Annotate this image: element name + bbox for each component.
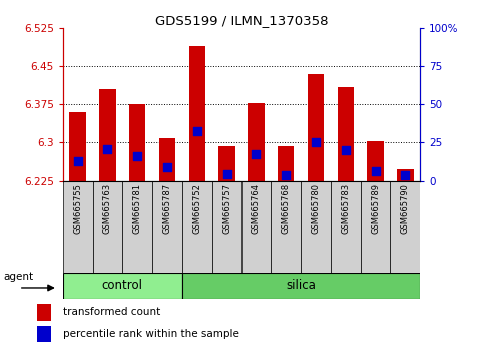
Bar [99,89,115,181]
Point [312,140,320,145]
Text: GSM665752: GSM665752 [192,183,201,234]
Bar [70,112,86,181]
Point [282,173,290,178]
Point [401,173,409,178]
Bar [390,181,420,273]
Text: GSM665764: GSM665764 [252,183,261,234]
Bar [129,104,145,181]
Text: GSM665768: GSM665768 [282,183,291,234]
Bar [271,181,301,273]
Bar [212,181,242,273]
Text: GSM665783: GSM665783 [341,183,350,234]
Text: GSM665790: GSM665790 [401,183,410,234]
Bar [37,326,51,342]
Bar [152,181,182,273]
Bar [218,146,235,181]
Bar [37,304,51,320]
Bar [242,181,271,273]
Point [74,159,82,164]
Point [342,147,350,153]
Bar [368,141,384,181]
Point [104,146,112,152]
Bar [361,181,390,273]
Bar [189,46,205,181]
Bar [308,74,324,181]
Text: GSM665781: GSM665781 [133,183,142,234]
Bar [63,181,93,273]
Bar [159,138,175,181]
Text: transformed count: transformed count [63,307,160,318]
Bar [93,181,122,273]
Text: control: control [102,279,143,292]
Bar [331,181,361,273]
Bar [338,87,354,181]
Bar [182,181,212,273]
Text: GSM665780: GSM665780 [312,183,320,234]
Bar [248,103,265,181]
Point [223,172,230,177]
Bar [301,181,331,273]
Point [163,164,171,170]
Bar [397,169,413,181]
Text: GSM665755: GSM665755 [73,183,82,234]
Text: GSM665757: GSM665757 [222,183,231,234]
Point [253,151,260,156]
Title: GDS5199 / ILMN_1370358: GDS5199 / ILMN_1370358 [155,14,328,27]
Bar [278,146,294,181]
Bar [63,273,182,299]
Text: percentile rank within the sample: percentile rank within the sample [63,329,239,339]
Text: GSM665763: GSM665763 [103,183,112,234]
Bar [182,273,420,299]
Text: GSM665787: GSM665787 [163,183,171,234]
Point [193,128,201,134]
Text: GSM665789: GSM665789 [371,183,380,234]
Text: agent: agent [3,272,33,282]
Point [372,169,380,174]
Bar [122,181,152,273]
Point [133,153,141,159]
Text: silica: silica [286,279,316,292]
